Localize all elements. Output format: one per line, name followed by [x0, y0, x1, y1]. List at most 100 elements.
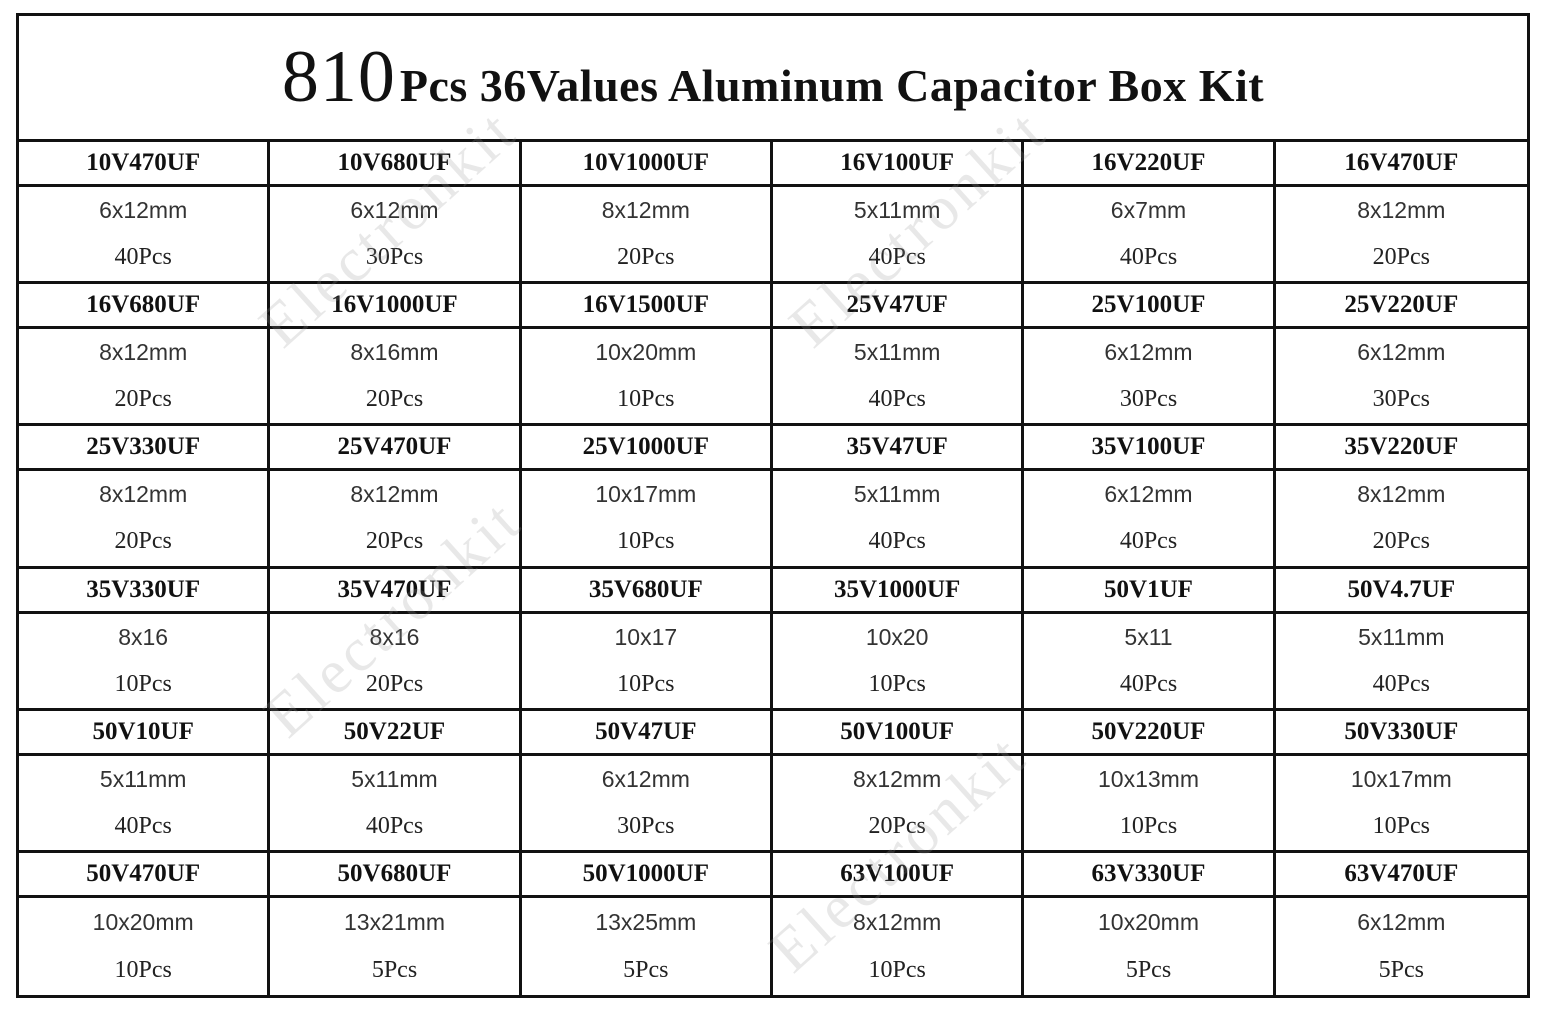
capacitor-value: 50V330UF: [1275, 711, 1527, 756]
capacitor-cell: 35V220UF 8x12mm 20Pcs: [1275, 426, 1527, 569]
capacitor-quantity: 40Pcs: [1119, 244, 1178, 271]
capacitor-size: 8x12mm: [853, 908, 942, 935]
capacitor-value: 35V330UF: [19, 569, 268, 614]
capacitor-size: 10x17mm: [1350, 765, 1452, 792]
capacitor-size: 6x12mm: [1357, 908, 1446, 935]
capacitor-cell: 25V330UF 8x12mm 20Pcs: [19, 426, 271, 569]
capacitor-cell: 10V470UF 6x12mm 40Pcs: [19, 142, 271, 285]
capacitor-cell: 10V1000UF 8x12mm 20Pcs: [521, 142, 773, 285]
capacitor-value: 25V1000UF: [521, 426, 770, 472]
capacitor-cell: 35V680UF 10x17 10Pcs: [521, 568, 773, 711]
capacitor-quantity: 40Pcs: [1372, 670, 1430, 697]
capacitor-quantity: 30Pcs: [1119, 386, 1178, 413]
capacitor-cell: 25V470UF 8x12mm 20Pcs: [270, 426, 522, 569]
capacitor-size: 5x11: [1124, 623, 1173, 650]
capacitor-cell: 50V1UF 5x11 40Pcs: [1024, 568, 1276, 711]
capacitor-cell: 63V330UF 10x20mm 5Pcs: [1024, 852, 1276, 995]
capacitor-size: 6x12mm: [1104, 481, 1193, 508]
capacitor-value: 50V220UF: [1024, 711, 1273, 756]
page-title: 810Pcs 36Values Aluminum Capacitor Box K…: [282, 35, 1264, 120]
capacitor-quantity: 30Pcs: [365, 244, 424, 271]
capacitor-quantity: 10Pcs: [868, 670, 926, 697]
capacitor-value: 50V4.7UF: [1275, 569, 1527, 614]
capacitor-value: 50V1000UF: [521, 853, 770, 898]
capacitor-value: 16V220UF: [1024, 142, 1273, 187]
capacitor-quantity: 10Pcs: [617, 670, 675, 697]
capacitor-quantity: 40Pcs: [365, 812, 424, 839]
capacitor-value: 35V1000UF: [772, 569, 1022, 614]
capacitor-cell: 25V1000UF 10x17mm 10Pcs: [521, 426, 773, 569]
capacitor-value: 63V470UF: [1275, 853, 1527, 898]
capacitor-cell: 10V680UF 6x12mm 30Pcs: [270, 142, 522, 285]
capacitor-size: 10x17: [614, 623, 678, 650]
capacitor-value: 50V10UF: [19, 711, 268, 756]
capacitor-cell: 63V100UF 8x12mm 10Pcs: [772, 852, 1025, 995]
capacitor-quantity: 10Pcs: [1372, 812, 1430, 839]
capacitor-quantity: 30Pcs: [617, 812, 675, 839]
capacitor-quantity: 5Pcs: [1125, 957, 1172, 984]
capacitor-cell: 50V680UF 13x21mm 5Pcs: [270, 852, 522, 995]
capacitor-size: 6x12mm: [1104, 339, 1193, 366]
capacitor-value: 50V1UF: [1024, 569, 1273, 614]
capacitor-cell: 25V47UF 5x11mm 40Pcs: [772, 284, 1025, 427]
capacitor-quantity: 10Pcs: [1119, 812, 1178, 839]
capacitor-size: 8x12mm: [99, 481, 188, 508]
capacitor-quantity: 5Pcs: [371, 957, 418, 984]
capacitor-size: 5x11mm: [99, 765, 187, 792]
capacitor-cell: 35V47UF 5x11mm 40Pcs: [772, 426, 1025, 569]
capacitor-value: 35V220UF: [1275, 426, 1527, 472]
capacitor-value: 16V1500UF: [521, 284, 770, 330]
capacitor-size: 8x16mm: [350, 339, 439, 366]
capacitor-value: 50V470UF: [19, 853, 268, 898]
capacitor-value: 16V1000UF: [270, 284, 519, 330]
capacitor-size: 5x11mm: [853, 481, 941, 508]
capacitor-size: 8x12mm: [601, 197, 690, 224]
capacitor-size: 8x12mm: [1357, 481, 1446, 508]
capacitor-kit-sheet: 810Pcs 36Values Aluminum Capacitor Box K…: [16, 13, 1530, 998]
capacitor-quantity: 5Pcs: [1378, 957, 1424, 984]
capacitor-cell: 25V100UF 6x12mm 30Pcs: [1024, 284, 1276, 427]
capacitor-quantity: 10Pcs: [868, 957, 926, 984]
capacitor-quantity: 20Pcs: [1372, 528, 1430, 555]
capacitor-value: 25V470UF: [270, 426, 519, 472]
title-row: 810Pcs 36Values Aluminum Capacitor Box K…: [19, 16, 1527, 142]
capacitor-quantity: 20Pcs: [1372, 244, 1430, 271]
capacitor-size: 13x25mm: [595, 908, 697, 935]
capacitor-cell: 50V220UF 10x13mm 10Pcs: [1024, 710, 1276, 853]
capacitor-value: 25V100UF: [1024, 284, 1273, 330]
capacitor-quantity: 20Pcs: [365, 386, 424, 413]
capacitor-quantity: 30Pcs: [1372, 386, 1430, 413]
capacitor-quantity: 10Pcs: [114, 670, 172, 697]
capacitor-size: 8x12mm: [99, 339, 188, 366]
capacitor-value: 63V100UF: [772, 853, 1022, 898]
capacitor-quantity: 20Pcs: [365, 670, 424, 697]
capacitor-size: 8x12mm: [1357, 197, 1446, 224]
capacitor-quantity: 10Pcs: [617, 528, 675, 555]
capacitor-size: 10x20mm: [92, 908, 194, 935]
capacitor-value: 63V330UF: [1024, 853, 1273, 898]
capacitor-cell: 35V1000UF 10x20 10Pcs: [772, 568, 1025, 711]
capacitor-value: 10V680UF: [270, 142, 519, 187]
capacitor-quantity: 40Pcs: [868, 528, 926, 555]
capacitor-cell: 16V470UF 8x12mm 20Pcs: [1275, 142, 1527, 285]
capacitor-quantity: 5Pcs: [623, 957, 669, 984]
capacitor-value: 25V47UF: [772, 284, 1022, 330]
capacitor-quantity: 10Pcs: [114, 957, 172, 984]
capacitor-value: 25V220UF: [1275, 284, 1527, 330]
title-count: 810: [281, 36, 396, 118]
capacitor-cell: 50V4.7UF 5x11mm 40Pcs: [1275, 569, 1527, 711]
capacitor-size: 6x12mm: [99, 197, 188, 224]
capacitor-quantity: 20Pcs: [868, 812, 926, 839]
capacitor-cell: 16V100UF 5x11mm 40Pcs: [772, 142, 1025, 285]
capacitor-grid: 10V470UF 6x12mm 40Pcs 10V680UF 6x12mm 30Pcs 10…: [19, 142, 1527, 995]
capacitor-size: 10x20mm: [595, 339, 697, 366]
capacitor-size: 10x13mm: [1098, 765, 1199, 792]
capacitor-size: 8x12mm: [350, 481, 439, 508]
capacitor-value: 35V100UF: [1024, 426, 1273, 472]
capacitor-value: 16V100UF: [772, 142, 1022, 187]
capacitor-value: 10V1000UF: [521, 142, 770, 187]
capacitor-quantity: 20Pcs: [114, 386, 172, 413]
capacitor-size: 6x7mm: [1110, 197, 1187, 224]
capacitor-cell: 35V330UF 8x16 10Pcs: [19, 568, 271, 711]
capacitor-quantity: 40Pcs: [114, 244, 172, 271]
